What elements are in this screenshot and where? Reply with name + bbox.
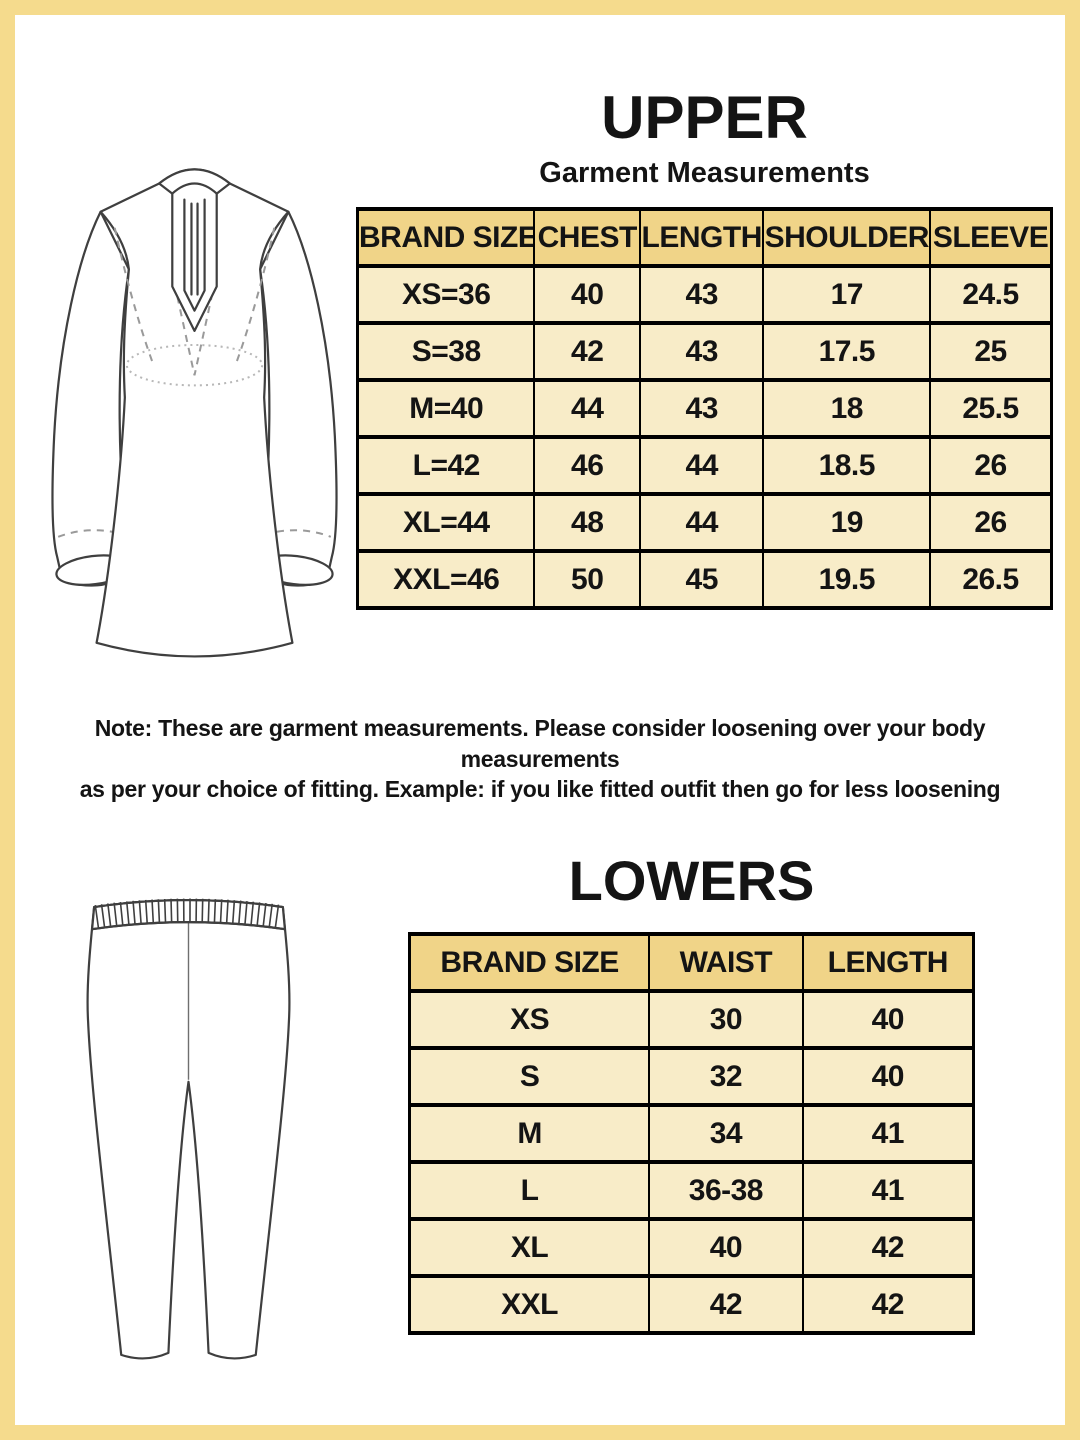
table-cell: 24.5 bbox=[929, 264, 1053, 325]
table-cell: 30 bbox=[648, 989, 804, 1050]
table-cell: 40 bbox=[801, 989, 975, 1050]
table-row: S=38 42 43 17.5 25 bbox=[356, 321, 1053, 382]
table-row: XL 40 42 bbox=[408, 1217, 975, 1278]
table-cell: 18 bbox=[762, 378, 932, 439]
measurement-note: Note: These are garment measurements. Pl… bbox=[55, 713, 1025, 805]
upper-section-subtitle: Garment Measurements bbox=[539, 157, 870, 189]
table-row: XS 30 40 bbox=[408, 989, 975, 1050]
table-row: XL=44 48 44 19 26 bbox=[356, 492, 1053, 553]
table-cell: 42 bbox=[801, 1217, 975, 1278]
table-cell: 19 bbox=[762, 492, 932, 553]
upper-table-header-row: BRAND SIZE CHEST LENGTH SHOULDER SLEEVE bbox=[356, 207, 1053, 268]
table-cell: 48 bbox=[533, 492, 641, 553]
upper-measurements-table: BRAND SIZE CHEST LENGTH SHOULDER SLEEVE XS=3… bbox=[356, 207, 1053, 610]
table-cell: L bbox=[408, 1160, 651, 1221]
table-cell: XS bbox=[408, 989, 651, 1050]
table-cell: XXL=46 bbox=[356, 549, 536, 610]
table-cell: M=40 bbox=[356, 378, 536, 439]
table-cell: 44 bbox=[533, 378, 641, 439]
table-cell: 42 bbox=[801, 1274, 975, 1335]
table-row: XXL=46 50 45 19.5 26.5 bbox=[356, 549, 1053, 610]
column-header: LENGTH bbox=[801, 932, 975, 993]
table-cell: 25.5 bbox=[929, 378, 1053, 439]
table-cell: 50 bbox=[533, 549, 641, 610]
lowers-section-title: LOWERS bbox=[568, 849, 815, 912]
table-cell: XS=36 bbox=[356, 264, 536, 325]
table-cell: 40 bbox=[648, 1217, 804, 1278]
table-cell: 18.5 bbox=[762, 435, 932, 496]
column-header: SLEEVE bbox=[929, 207, 1053, 268]
table-cell: 26 bbox=[929, 492, 1053, 553]
table-row: L 36-38 41 bbox=[408, 1160, 975, 1221]
table-cell: S=38 bbox=[356, 321, 536, 382]
table-cell: 26.5 bbox=[929, 549, 1053, 610]
table-cell: 42 bbox=[648, 1274, 804, 1335]
column-header: BRAND SIZE bbox=[408, 932, 651, 993]
upper-section-title: UPPER bbox=[601, 84, 808, 151]
table-row: M=40 44 43 18 25.5 bbox=[356, 378, 1053, 439]
column-header: WAIST bbox=[648, 932, 804, 993]
table-cell: 43 bbox=[638, 321, 765, 382]
table-cell: 36-38 bbox=[648, 1160, 804, 1221]
table-cell: 40 bbox=[801, 1046, 975, 1107]
leggings-line-drawing bbox=[75, 885, 303, 1387]
table-cell: 32 bbox=[648, 1046, 804, 1107]
table-row: S 32 40 bbox=[408, 1046, 975, 1107]
table-cell: M bbox=[408, 1103, 651, 1164]
column-header: BRAND SIZE bbox=[356, 207, 536, 268]
table-cell: 41 bbox=[801, 1160, 975, 1221]
table-cell: XL=44 bbox=[356, 492, 536, 553]
table-row: L=42 46 44 18.5 26 bbox=[356, 435, 1053, 496]
table-cell: 44 bbox=[638, 492, 765, 553]
table-row: XS=36 40 43 17 24.5 bbox=[356, 264, 1053, 325]
column-header: SHOULDER bbox=[762, 207, 932, 268]
table-cell: XL bbox=[408, 1217, 651, 1278]
note-line-2: as per your choice of fitting. Example: … bbox=[79, 776, 1001, 803]
table-cell: 43 bbox=[638, 378, 765, 439]
pants-icon bbox=[86, 898, 291, 1360]
lowers-table-body: XS 30 40 S 32 40 M 34 41 L 36-38 41 XL 40 42 XXL 42 42 bbox=[408, 989, 975, 1335]
table-cell: L=42 bbox=[356, 435, 536, 496]
table-cell: 41 bbox=[801, 1103, 975, 1164]
table-cell: 45 bbox=[638, 549, 765, 610]
lowers-table-header-row: BRAND SIZE WAIST LENGTH bbox=[408, 932, 975, 993]
table-cell: 46 bbox=[533, 435, 641, 496]
table-cell: 25 bbox=[929, 321, 1053, 382]
table-row: M 34 41 bbox=[408, 1103, 975, 1164]
table-cell: 26 bbox=[929, 435, 1053, 496]
column-header: CHEST bbox=[533, 207, 641, 268]
table-cell: 17.5 bbox=[762, 321, 932, 382]
kurta-icon bbox=[51, 168, 338, 658]
table-cell: 42 bbox=[533, 321, 641, 382]
table-row: XXL 42 42 bbox=[408, 1274, 975, 1335]
table-cell: 34 bbox=[648, 1103, 804, 1164]
kurta-line-drawing bbox=[37, 133, 352, 663]
upper-table-body: XS=36 40 43 17 24.5 S=38 42 43 17.5 25 M=40 44 43 18 2… bbox=[356, 264, 1053, 610]
note-line-1: Note: These are garment measurements. Pl… bbox=[94, 715, 986, 772]
table-cell: S bbox=[408, 1046, 651, 1107]
table-cell: 43 bbox=[638, 264, 765, 325]
column-header: LENGTH bbox=[638, 207, 765, 268]
table-cell: 17 bbox=[762, 264, 932, 325]
table-cell: 19.5 bbox=[762, 549, 932, 610]
table-cell: 40 bbox=[533, 264, 641, 325]
lowers-measurements-table: BRAND SIZE WAIST LENGTH XS 30 40 S 32 40 M 34 41 L 3… bbox=[408, 932, 975, 1335]
table-cell: 44 bbox=[638, 435, 765, 496]
table-cell: XXL bbox=[408, 1274, 651, 1335]
